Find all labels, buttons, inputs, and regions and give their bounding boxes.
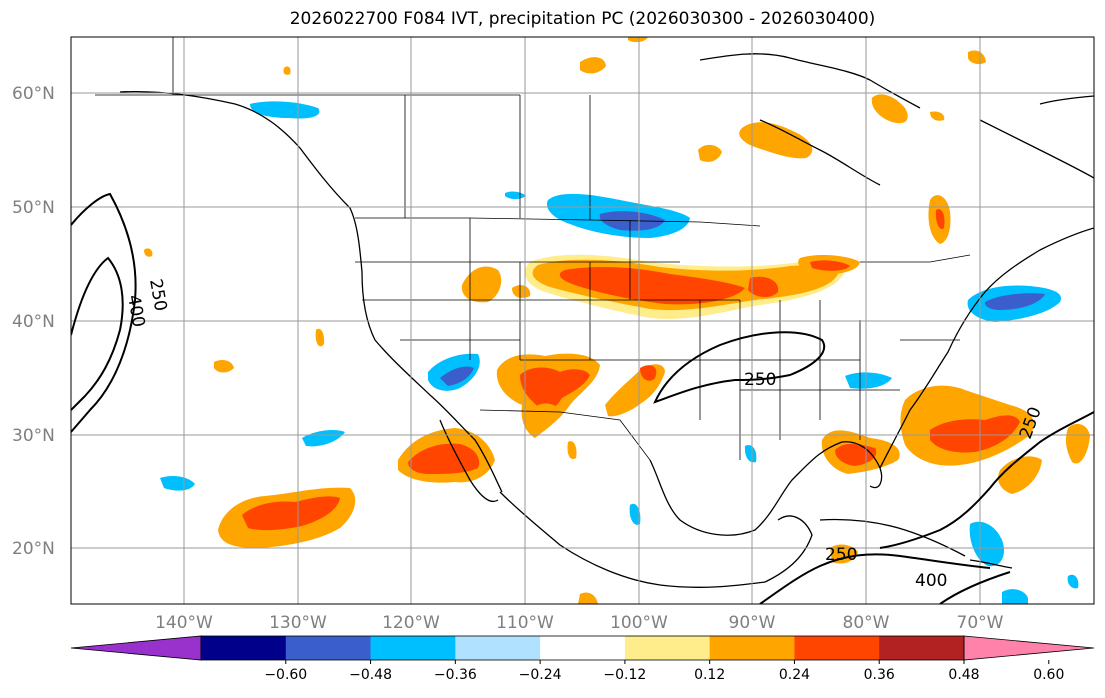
lon-label: 110°W: [496, 613, 554, 633]
colorbar-bin: [709, 636, 795, 660]
coastlines: [119, 53, 1094, 588]
latitude-labels: 60°N 50°N 40°N 30°N 20°N: [12, 84, 55, 559]
lat-label: 20°N: [12, 539, 55, 559]
graticule: [71, 37, 1094, 604]
lon-label: 90°W: [729, 613, 776, 633]
colorbar-bin: [540, 636, 626, 660]
colorbar-bin: [624, 636, 711, 660]
lon-label: 120°W: [382, 613, 440, 633]
colorbar-tick-label: 0.36: [864, 667, 895, 683]
contour-label: 400: [915, 571, 947, 591]
colorbar-extend-low: [70, 635, 202, 661]
political-borders: [95, 37, 971, 461]
lon-label: 100°W: [610, 613, 668, 633]
map-panel: 250 400 250 250 250 400: [71, 37, 1094, 604]
colorbar-tick-label: −0.24: [519, 667, 562, 683]
colorbar-bin: [794, 636, 880, 660]
colorbar-tick-label: 0.24: [779, 667, 810, 683]
map-frame: [70, 36, 1095, 605]
lat-label: 60°N: [12, 84, 55, 104]
lon-label: 70°W: [957, 613, 1004, 633]
colorbar-tick-label: −0.48: [349, 667, 392, 683]
colorbar-tick-label: −0.60: [264, 667, 307, 683]
positive-precip-areas: [144, 37, 1090, 604]
colorbar-tick-label: 0.48: [948, 667, 979, 683]
colorbar-extend-high: [963, 635, 1095, 661]
ivt-contours: [71, 192, 1094, 604]
lat-label: 50°N: [12, 198, 55, 218]
lat-label: 30°N: [12, 426, 55, 446]
colorbar-bin: [879, 636, 965, 660]
colorbar-outline: [200, 635, 965, 661]
map-title: 2026022700 F084 IVT, precipitation PC (2…: [289, 9, 876, 29]
colorbar-tick-label: −0.36: [434, 667, 477, 683]
longitude-labels: 140°W 130°W 120°W 110°W 100°W 90°W 80°W …: [155, 613, 1004, 633]
contour-label: 250: [825, 545, 857, 565]
lon-label: 130°W: [269, 613, 327, 633]
colorbar-tick-label: 0.60: [1033, 667, 1064, 683]
colorbar-tick-label: 0.12: [694, 667, 725, 683]
lon-label: 80°W: [843, 613, 890, 633]
contour-label: 250: [744, 370, 776, 390]
colorbar-tick-label: −0.12: [603, 667, 646, 683]
colorbar: −0.60 −0.48 −0.36 −0.24 −0.12 0.12 0.24 0.36 0.4…: [70, 635, 1095, 683]
colorbar-bin: [455, 636, 541, 660]
colorbar-bin: [285, 636, 372, 660]
colorbar-bin: [370, 636, 456, 660]
lat-label: 40°N: [12, 312, 55, 332]
lon-label: 140°W: [155, 613, 213, 633]
colorbar-bin: [201, 636, 287, 660]
negative-precip-areas: [160, 101, 1079, 604]
